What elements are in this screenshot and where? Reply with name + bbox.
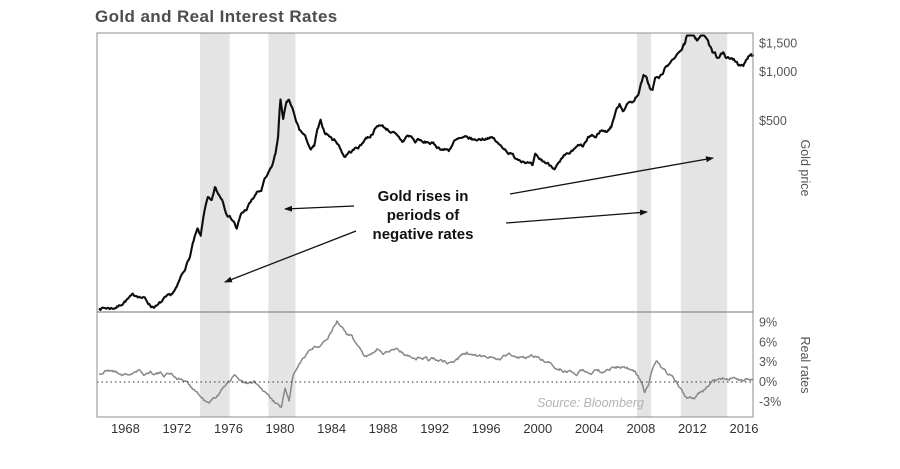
rate-tick-label: 6% xyxy=(759,335,777,349)
x-tick-label: 1968 xyxy=(111,421,140,436)
negative-rate-band xyxy=(268,33,296,417)
x-tick-label: 1996 xyxy=(472,421,501,436)
annotation-arrow xyxy=(509,156,714,195)
negative-rate-band xyxy=(680,33,728,417)
x-tick-label: 2000 xyxy=(523,421,552,436)
rate-tick-label: 0% xyxy=(759,375,777,389)
rate-axis-title: Real rates xyxy=(798,337,812,394)
gold-tick-label: $500 xyxy=(759,114,787,128)
x-tick-label: 1988 xyxy=(369,421,398,436)
gold-price-line xyxy=(98,34,755,312)
x-tick-label: 2004 xyxy=(575,421,604,436)
x-tick-label: 1984 xyxy=(317,421,346,436)
source-credit: Source: Bloomberg xyxy=(536,396,644,410)
rate-tick-label: 3% xyxy=(759,355,777,369)
annotation-text: Gold rises in periods of negative rates xyxy=(340,187,506,244)
chart-title: Gold and Real Interest Rates xyxy=(95,7,338,26)
gold-tick-label: $1,500 xyxy=(759,37,797,51)
rate-tick-label: -3% xyxy=(759,395,781,409)
shaded-bands-layer xyxy=(200,33,728,417)
gold-tick-label: $1,000 xyxy=(759,65,797,79)
annotation-arrow xyxy=(224,230,357,283)
rate-tick-label: 9% xyxy=(759,316,777,330)
annotation-line-3: negative rates xyxy=(372,226,474,243)
annotation-arrow xyxy=(505,209,648,224)
plot-border xyxy=(96,32,754,418)
x-tick-label: 2008 xyxy=(626,421,655,436)
series-layer xyxy=(98,34,755,409)
x-tick-label: 1972 xyxy=(162,421,191,436)
annotation-line-2: periods of xyxy=(386,207,460,224)
axis-labels-layer: 1968 1972 1976 1980 1984 1988 1992 1996 2000 2004… xyxy=(111,37,812,437)
x-tick-label: 1976 xyxy=(214,421,243,436)
negative-rate-band xyxy=(200,33,230,417)
annotation-line-1: Gold rises in xyxy=(377,188,469,205)
negative-rate-band xyxy=(637,33,652,417)
annotation-arrow xyxy=(284,205,355,212)
x-tick-label: 1980 xyxy=(266,421,295,436)
frame-layer xyxy=(96,32,754,418)
gold-axis-title: Gold price xyxy=(798,140,812,197)
x-tick-label: 2012 xyxy=(678,421,707,436)
x-tick-label: 1992 xyxy=(420,421,449,436)
annotation-arrows-layer xyxy=(224,156,714,283)
real-rates-line xyxy=(98,320,754,409)
x-tick-label: 2016 xyxy=(730,421,759,436)
